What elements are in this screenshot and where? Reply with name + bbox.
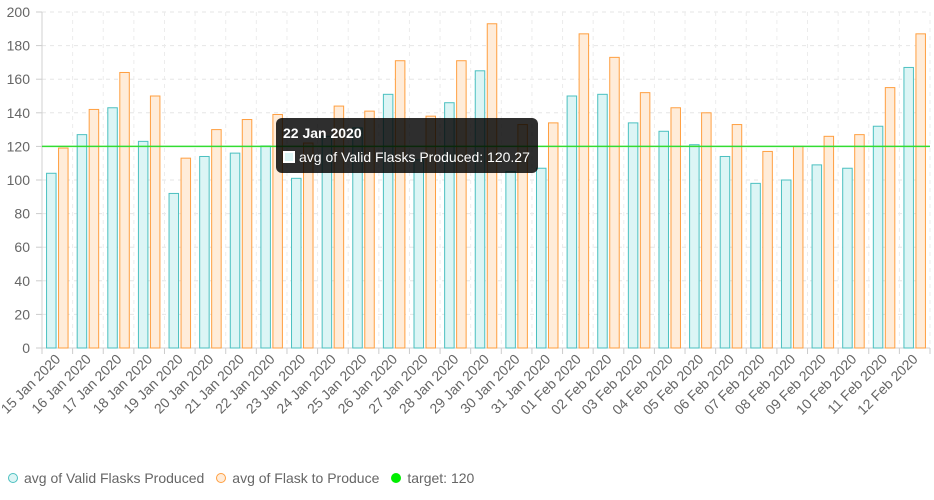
bar-valid-flasks xyxy=(842,167,853,349)
y-tick-label: 80 xyxy=(14,206,30,222)
legend-label-target: target: 120 xyxy=(407,470,475,486)
bar-flask-to-produce xyxy=(303,142,314,349)
bar-flask-to-produce xyxy=(211,129,222,349)
bar-valid-flasks xyxy=(46,172,57,349)
bar-valid-flasks xyxy=(168,192,180,349)
y-tick-label: 160 xyxy=(7,71,31,87)
legend-item-valid-flasks[interactable]: avg of Valid Flasks Produced xyxy=(8,470,204,486)
bar-valid-flasks xyxy=(719,155,731,349)
bar-flask-to-produce xyxy=(609,56,620,349)
tooltip-swatch xyxy=(283,151,295,163)
bar-valid-flasks xyxy=(780,179,792,349)
bar-valid-flasks xyxy=(658,130,669,349)
y-tick-label: 100 xyxy=(7,172,31,188)
bar-valid-flasks xyxy=(199,155,210,349)
bar-flask-to-produce xyxy=(425,115,437,349)
legend-swatch-target xyxy=(391,473,402,483)
bar-valid-flasks xyxy=(444,102,455,349)
bar-valid-flasks xyxy=(505,171,516,349)
bar-flask-to-produce xyxy=(88,108,100,349)
tooltip-row: avg of Valid Flasks Produced: 120.27 xyxy=(283,149,530,165)
legend-label-valid-flasks: avg of Valid Flasks Produced xyxy=(24,470,205,486)
bar-flask-to-produce xyxy=(792,145,804,349)
bar-valid-flasks xyxy=(597,93,608,349)
y-tick-label: 180 xyxy=(7,38,31,54)
bar-flask-to-produce xyxy=(333,105,345,349)
bar-valid-flasks xyxy=(627,122,639,349)
bar-valid-flasks xyxy=(566,95,578,349)
legend-item-target[interactable]: target: 120 xyxy=(391,470,474,486)
bar-valid-flasks xyxy=(260,145,271,349)
bar-valid-flasks xyxy=(903,66,914,349)
bar-flask-to-produce xyxy=(670,107,681,349)
bar-flask-to-produce xyxy=(119,71,130,349)
bar-flask-to-produce xyxy=(456,60,467,349)
bar-flask-to-produce xyxy=(854,134,865,349)
bar-flask-to-produce xyxy=(639,92,651,349)
tooltip-label: avg of Valid Flasks Produced: 120.27 xyxy=(299,149,530,165)
chart-tooltip: 22 Jan 2020 avg of Valid Flasks Produced… xyxy=(276,118,538,173)
bar-flask-to-produce xyxy=(731,124,743,349)
bar-flask-to-produce xyxy=(547,122,559,349)
bar-valid-flasks xyxy=(291,177,302,349)
y-tick-label: 0 xyxy=(22,340,30,356)
bar-flask-to-produce xyxy=(394,60,406,349)
bar-flask-to-produce xyxy=(762,150,773,349)
legend-swatch-flask-to-produce xyxy=(216,473,227,483)
bar-valid-flasks xyxy=(413,159,425,349)
y-tick-label: 140 xyxy=(7,105,31,121)
bar-valid-flasks xyxy=(474,70,486,349)
bar-valid-flasks xyxy=(382,93,394,349)
bar-flask-to-produce xyxy=(364,110,375,349)
bar-valid-flasks xyxy=(689,144,700,349)
bar-valid-flasks xyxy=(750,182,761,349)
bar-valid-flasks xyxy=(872,125,884,349)
bar-valid-flasks xyxy=(137,140,149,349)
bar-flask-to-produce xyxy=(272,113,283,349)
legend-label-flask-to-produce: avg of Flask to Produce xyxy=(232,470,380,486)
bar-flask-to-produce xyxy=(578,33,590,349)
bar-flask-to-produce xyxy=(180,157,192,349)
bar-valid-flasks xyxy=(76,134,88,349)
legend-swatch-valid-flasks xyxy=(8,473,18,483)
y-tick-label: 200 xyxy=(7,4,31,20)
bar-flask-to-produce xyxy=(149,95,161,349)
bar-valid-flasks xyxy=(811,164,823,349)
bar-flask-to-produce xyxy=(884,87,896,349)
bar-flask-to-produce xyxy=(241,119,253,349)
bar-valid-flasks xyxy=(535,167,547,349)
y-tick-label: 120 xyxy=(7,138,31,154)
bar-flask-to-produce xyxy=(701,112,712,349)
bar-flask-to-produce xyxy=(915,33,926,349)
chart-legend: avg of Valid Flasks Produced avg of Flas… xyxy=(8,470,486,486)
bar-valid-flasks xyxy=(107,107,118,349)
bar-valid-flasks xyxy=(229,152,241,349)
y-tick-label: 20 xyxy=(14,306,30,322)
y-tick-label: 60 xyxy=(14,239,30,255)
bar-flask-to-produce xyxy=(58,147,69,349)
bar-flask-to-produce xyxy=(823,135,835,349)
bar-flask-to-produce xyxy=(486,23,498,349)
tooltip-title: 22 Jan 2020 xyxy=(283,125,362,141)
legend-item-flask-to-produce[interactable]: avg of Flask to Produce xyxy=(216,470,379,486)
y-tick-label: 40 xyxy=(14,273,30,289)
